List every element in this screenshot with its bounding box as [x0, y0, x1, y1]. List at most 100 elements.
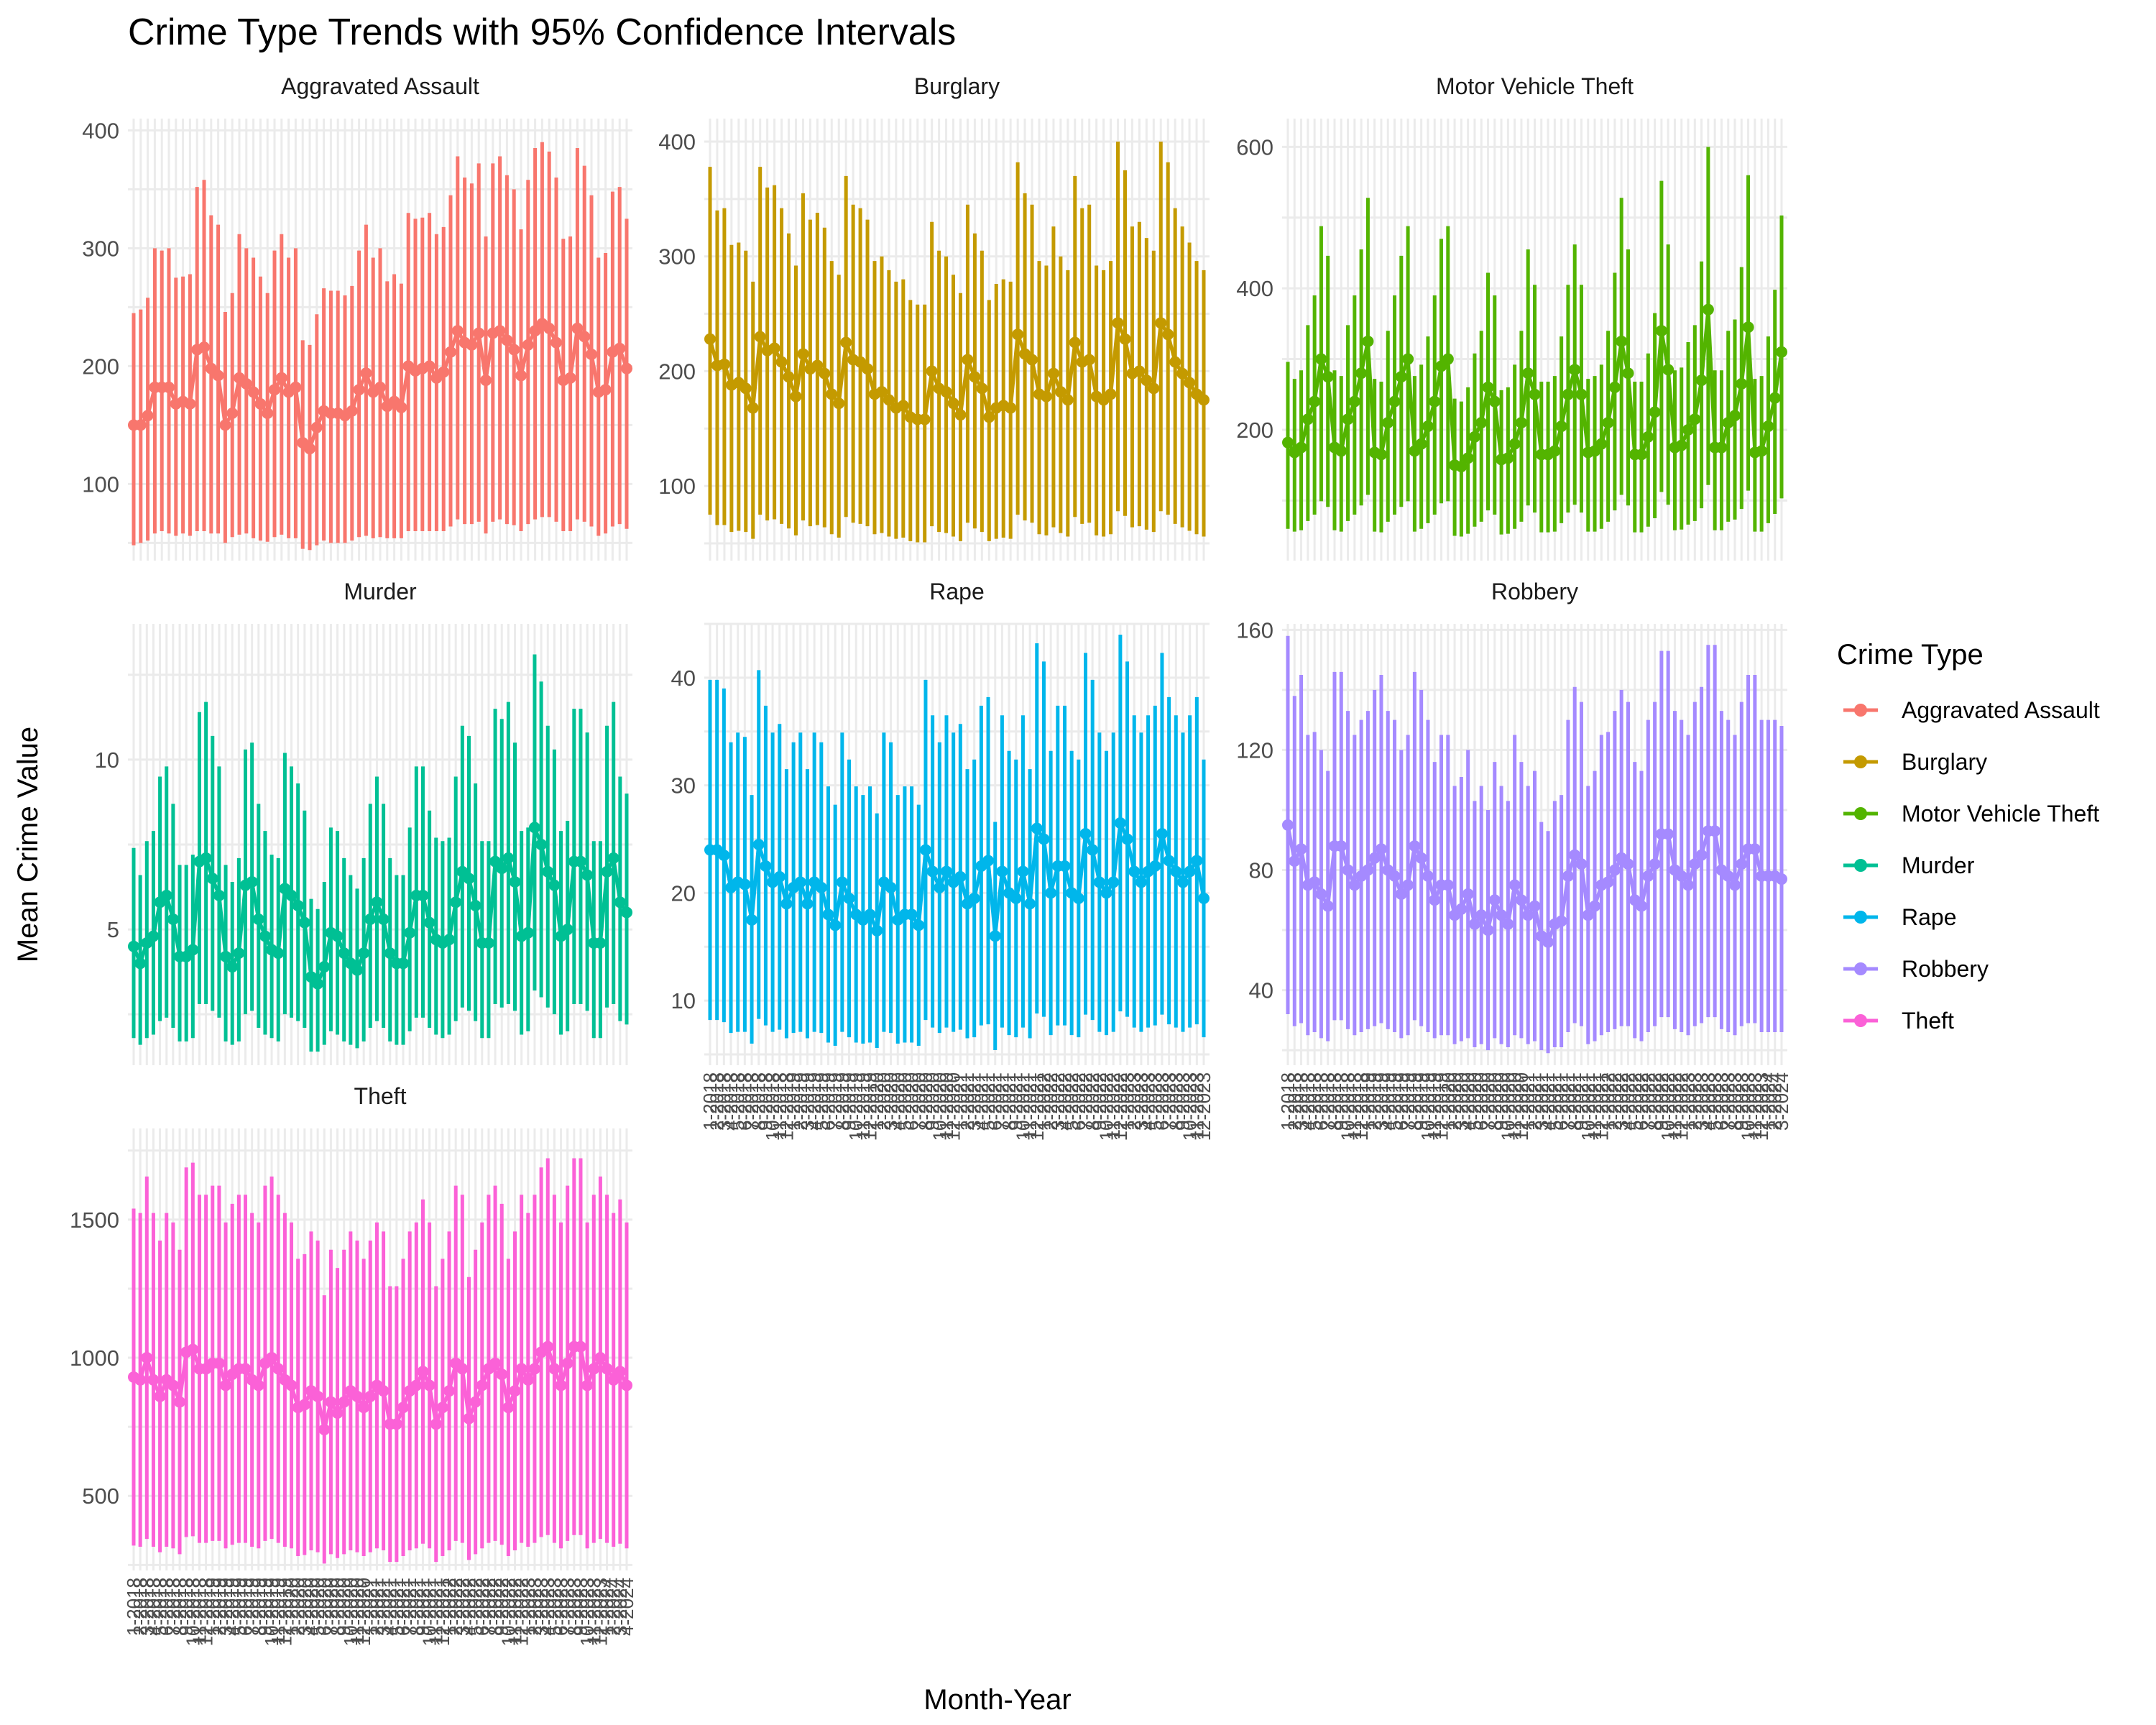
data-point	[1695, 849, 1708, 861]
data-point	[1198, 892, 1210, 904]
data-point	[463, 1412, 475, 1425]
panel-theft: Theft 500 1000 1500 1-20182-20183-20184-2018…	[70, 1083, 637, 1646]
x-tick-label: 2-2022	[1604, 1072, 1626, 1131]
data-point	[1549, 445, 1561, 457]
legend-key-point	[1854, 755, 1867, 768]
x-tick-label: 5-2018	[149, 1578, 171, 1636]
data-point	[351, 1390, 363, 1402]
data-point	[1012, 328, 1024, 341]
x-tick-label: 5-2019	[1384, 1072, 1406, 1131]
data-point	[501, 334, 513, 346]
x-tick-label: 3-2023	[1691, 1072, 1713, 1131]
x-tick-label: 7-2019	[241, 1578, 263, 1636]
data-point	[1342, 864, 1354, 876]
data-point	[1163, 855, 1175, 867]
x-tick-label: 4-2020	[300, 1578, 322, 1636]
data-point	[390, 1418, 402, 1430]
x-tick-label: 7-2022	[1075, 1072, 1097, 1131]
data-point	[1169, 356, 1181, 368]
x-tick-label: 11-2023	[583, 1578, 604, 1645]
x-tick-label: 3-2018	[1291, 1072, 1312, 1131]
data-point	[801, 898, 814, 910]
x-tick-label: 5-2021	[1544, 1072, 1565, 1131]
data-point	[1569, 364, 1581, 376]
x-tick-label: 8-2023	[1165, 1072, 1187, 1131]
data-point	[1017, 865, 1029, 878]
x-tick-label: 7-2022	[1637, 1072, 1659, 1131]
x-tick-label: 4-2018	[720, 1072, 742, 1131]
data-point	[1141, 374, 1153, 387]
data-point	[239, 1363, 252, 1375]
data-point	[555, 1379, 567, 1392]
data-point	[934, 881, 946, 893]
x-tick-label: 6-2020	[313, 1578, 335, 1636]
data-point	[1569, 849, 1581, 861]
data-point	[1107, 876, 1120, 888]
data-point	[1355, 367, 1368, 380]
data-point	[445, 346, 456, 358]
x-tick-label: 9-2019	[1411, 1072, 1432, 1131]
data-point	[436, 1402, 448, 1414]
data-point	[594, 1352, 607, 1364]
data-point	[1482, 924, 1494, 937]
x-tick-label: 3-2021	[373, 1578, 395, 1636]
data-point	[1087, 844, 1099, 856]
x-tick-label: 4-2018	[1297, 1072, 1319, 1131]
x-tick-label: 6-2023	[1151, 1072, 1173, 1131]
x-tick-label: 12-2018	[775, 1072, 797, 1141]
data-point	[550, 336, 562, 349]
x-tick-label: 8-2022	[1644, 1072, 1666, 1131]
data-point	[542, 1340, 554, 1353]
x-tick-label: 3-2021	[964, 1072, 985, 1131]
data-point	[174, 1396, 186, 1408]
data-point	[1162, 328, 1174, 341]
data-point	[331, 1407, 344, 1419]
data-point	[292, 900, 304, 912]
x-tick-label: 7-2021	[399, 1578, 420, 1636]
data-point	[1282, 819, 1294, 831]
panel-robbery: Robbery40801201601-20182-20183-20184-201…	[1236, 579, 1792, 1141]
panel-murder: Murder 5 10	[95, 579, 632, 1065]
x-tick-label: 12-2023	[1193, 1072, 1215, 1141]
x-tick-label: 5-2018	[1304, 1072, 1325, 1131]
x-tick-label: 4-2020	[887, 1072, 908, 1131]
data-point	[198, 341, 210, 354]
data-point	[515, 1363, 528, 1375]
data-point	[718, 358, 730, 370]
data-point	[318, 1423, 331, 1435]
data-point	[147, 1374, 160, 1386]
data-point	[579, 331, 591, 343]
x-tick-label: 9-2018	[175, 1578, 197, 1636]
data-point	[1616, 335, 1628, 347]
x-tick-label: 12-2021	[432, 1578, 453, 1646]
data-point	[1100, 887, 1112, 899]
data-point	[142, 410, 154, 422]
data-point	[926, 365, 938, 377]
data-point	[968, 892, 980, 904]
data-point	[272, 1363, 285, 1375]
y-tick-label: 10	[95, 748, 119, 773]
data-point	[1736, 378, 1748, 390]
x-tick-label: 4-2021	[970, 1072, 992, 1131]
data-point	[1302, 413, 1314, 426]
panel-aggravated-assault: Aggravated Assault 100 200 300 400	[82, 73, 632, 561]
x-tick-label: 1-2023	[1677, 1072, 1699, 1131]
x-tick-label: 2-2018	[1284, 1072, 1305, 1131]
y-tick-label: 30	[671, 773, 696, 799]
x-tick-label: 10-2023	[1738, 1072, 1759, 1141]
data-point	[1348, 879, 1360, 891]
x-tick-label: 7-2023	[1158, 1072, 1180, 1131]
x-tick-label: 7-2021	[991, 1072, 1013, 1131]
x-tick-label: 10-2019	[1417, 1072, 1439, 1141]
x-tick-label: 1-2023	[1117, 1072, 1138, 1131]
x-tick-label: 2-2021	[366, 1578, 387, 1636]
x-tick-label: 8-2018	[169, 1578, 190, 1636]
data-point	[783, 371, 795, 383]
data-point	[1429, 395, 1441, 408]
y-tick-label: 400	[658, 129, 696, 155]
data-point	[1729, 879, 1741, 891]
x-tick-label: 11-2020	[1504, 1072, 1526, 1140]
x-tick-label: 12-2023	[1751, 1072, 1772, 1141]
y-tick-label: 40	[1249, 978, 1273, 1003]
data-point	[285, 889, 298, 901]
